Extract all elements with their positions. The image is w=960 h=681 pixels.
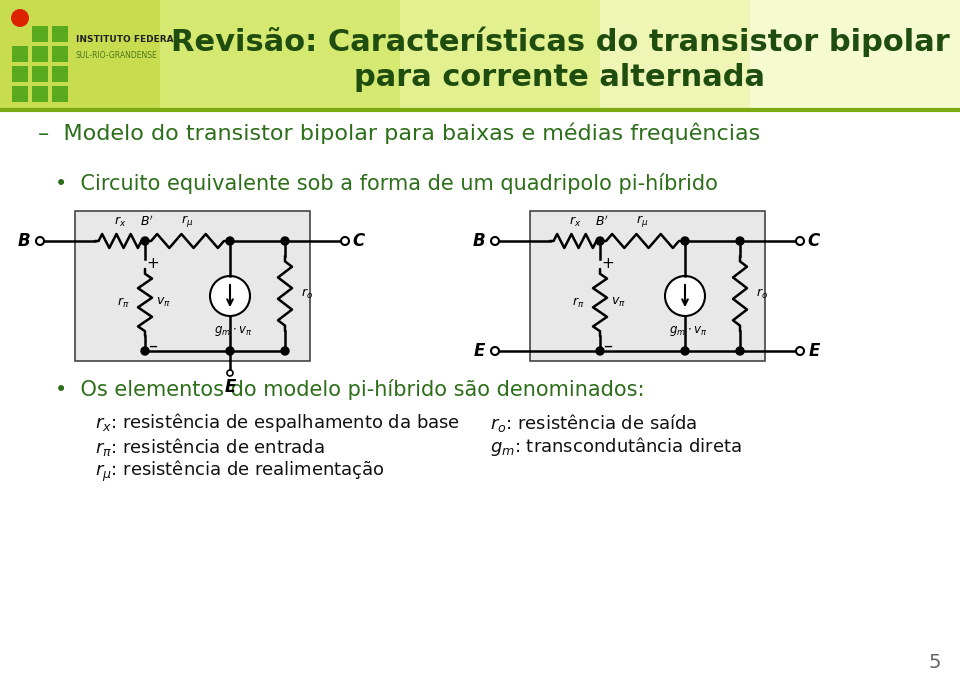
Text: $r_\mu$: $r_\mu$ [636, 213, 649, 229]
Circle shape [227, 370, 233, 376]
Circle shape [11, 9, 29, 27]
Circle shape [491, 237, 499, 245]
Text: $r_\pi$: $r_\pi$ [572, 296, 585, 310]
Circle shape [36, 237, 44, 245]
Bar [52, 26, 68, 42]
Circle shape [341, 237, 349, 245]
Circle shape [210, 276, 250, 316]
Circle shape [141, 237, 149, 245]
Text: INSTITUTO FEDERAL: INSTITUTO FEDERAL [76, 35, 180, 44]
Text: SUL-RIO-GRANDENSE: SUL-RIO-GRANDENSE [76, 51, 157, 60]
Bar [52, 46, 68, 62]
Circle shape [141, 347, 149, 355]
Text: $r_x$: $r_x$ [114, 215, 126, 229]
Bar [0, 0, 960, 110]
Text: $r_o$: $r_o$ [301, 287, 313, 300]
Text: $B'$: $B'$ [140, 215, 154, 229]
Circle shape [226, 347, 234, 355]
Bar [12, 86, 28, 102]
Text: $g_m$: transcondutância direta: $g_m$: transcondutância direta [490, 436, 742, 458]
Bar [12, 46, 28, 62]
Circle shape [491, 347, 499, 355]
Text: $r_\pi$: resistência de entrada: $r_\pi$: resistência de entrada [95, 436, 324, 458]
Circle shape [796, 237, 804, 245]
Text: B: B [17, 232, 31, 250]
Circle shape [281, 347, 289, 355]
Text: –: – [604, 337, 612, 355]
Text: E: E [808, 342, 820, 360]
Circle shape [736, 347, 744, 355]
Circle shape [736, 237, 744, 245]
Text: para corrente alternada: para corrente alternada [354, 63, 765, 91]
Circle shape [796, 347, 804, 355]
Text: $r_o$: resistência de saída: $r_o$: resistência de saída [490, 412, 697, 434]
Text: B: B [472, 232, 486, 250]
Circle shape [281, 237, 289, 245]
Text: $r_\mu$: $r_\mu$ [181, 213, 194, 229]
Text: $r_o$: $r_o$ [756, 287, 768, 300]
Circle shape [665, 276, 705, 316]
Text: –: – [149, 337, 157, 355]
Text: $g_m \cdot v_\pi$: $g_m \cdot v_\pi$ [669, 324, 708, 338]
Text: $r_x$: $r_x$ [569, 215, 581, 229]
Bar [32, 66, 48, 82]
Text: –  Modelo do transistor bipolar para baixas e médias frequências: – Modelo do transistor bipolar para baix… [38, 123, 760, 144]
Text: $g_m \cdot v_\pi$: $g_m \cdot v_\pi$ [214, 324, 252, 338]
Bar [32, 86, 48, 102]
Bar [400, 0, 960, 110]
Bar [530, 211, 765, 361]
Text: +: + [602, 255, 614, 270]
Text: Revisão: Características do transistor bipolar: Revisão: Características do transistor b… [171, 27, 949, 57]
Text: C: C [808, 232, 820, 250]
Text: +: + [147, 255, 159, 270]
Text: $r_\mu$: resistência de realimentação: $r_\mu$: resistência de realimentação [95, 458, 385, 484]
Bar [12, 66, 28, 82]
Text: C: C [353, 232, 365, 250]
Bar [600, 0, 960, 110]
Text: $v_\pi$: $v_\pi$ [611, 296, 625, 309]
Bar [32, 26, 48, 42]
Text: •  Os elementos do modelo pi-híbrido são denominados:: • Os elementos do modelo pi-híbrido são … [55, 379, 644, 400]
Bar [52, 86, 68, 102]
Circle shape [681, 347, 689, 355]
Circle shape [681, 237, 689, 245]
Text: $v_\pi$: $v_\pi$ [156, 296, 170, 309]
Bar [750, 0, 960, 110]
Text: E: E [225, 378, 236, 396]
Circle shape [596, 237, 604, 245]
Text: •  Circuito equivalente sob a forma de um quadripolo pi-híbrido: • Circuito equivalente sob a forma de um… [55, 172, 718, 193]
Text: 5: 5 [928, 654, 941, 673]
Text: $r_\pi$: $r_\pi$ [117, 296, 130, 310]
Text: E: E [473, 342, 485, 360]
Text: $r_x$: resistência de espalhamento da base: $r_x$: resistência de espalhamento da ba… [95, 411, 460, 434]
Circle shape [596, 347, 604, 355]
Bar [160, 0, 960, 110]
Bar [75, 211, 310, 361]
Bar [52, 66, 68, 82]
Bar [32, 46, 48, 62]
Text: $B'$: $B'$ [595, 215, 609, 229]
Circle shape [226, 237, 234, 245]
